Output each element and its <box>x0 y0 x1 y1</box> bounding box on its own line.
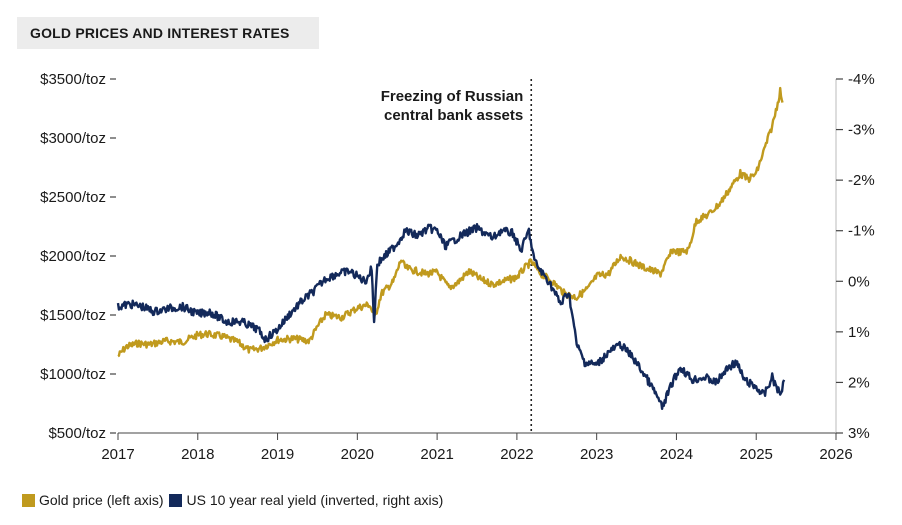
chart-title-box: GOLD PRICES AND INTEREST RATES <box>17 17 319 49</box>
real-yield-line <box>116 223 786 410</box>
legend-swatch-gold <box>22 493 35 507</box>
right-tick-label: 1% <box>848 324 870 341</box>
x-tick-label: 2021 <box>420 446 453 463</box>
left-tick-label: $1000/toz <box>40 366 106 383</box>
right-tick-label: -4% <box>848 71 875 88</box>
x-tick-label: 2017 <box>101 446 134 463</box>
x-tick-label: 2025 <box>740 446 773 463</box>
legend-item-gold: Gold price (left axis) <box>22 492 163 508</box>
left-tick-label: $3500/toz <box>40 71 106 88</box>
left-tick-label: $500/toz <box>48 425 106 442</box>
legend-label-yield: US 10 year real yield (inverted, right a… <box>186 492 444 508</box>
left-tick-label: $2000/toz <box>40 248 106 265</box>
x-tick-label: 2026 <box>819 446 852 463</box>
right-tick-label: 2% <box>848 374 870 391</box>
legend: Gold price (left axis) US 10 year real y… <box>22 492 443 508</box>
gold-price-line <box>117 86 784 358</box>
left-tick-label: $3000/toz <box>40 130 106 147</box>
x-tick-label: 2022 <box>500 446 533 463</box>
chart-title: GOLD PRICES AND INTEREST RATES <box>30 25 290 41</box>
annotation-label: Freezing of Russian <box>381 88 524 105</box>
annotation-label: central bank assets <box>384 107 523 124</box>
legend-label-gold: Gold price (left axis) <box>39 492 164 508</box>
x-tick-label: 2019 <box>261 446 294 463</box>
right-tick-label: -3% <box>848 122 875 139</box>
legend-item-yield: US 10 year real yield (inverted, right a… <box>169 492 443 508</box>
x-tick-label: 2018 <box>181 446 214 463</box>
right-tick-label: -1% <box>848 223 875 240</box>
left-tick-label: $2500/toz <box>40 189 106 206</box>
left-tick-label: $1500/toz <box>40 307 106 324</box>
legend-swatch-yield <box>169 493 183 507</box>
right-tick-label: 0% <box>848 273 870 290</box>
right-tick-label: -2% <box>848 172 875 189</box>
x-tick-label: 2023 <box>580 446 613 463</box>
right-tick-label: 3% <box>848 425 870 442</box>
x-tick-label: 2020 <box>341 446 374 463</box>
x-tick-label: 2024 <box>660 446 693 463</box>
